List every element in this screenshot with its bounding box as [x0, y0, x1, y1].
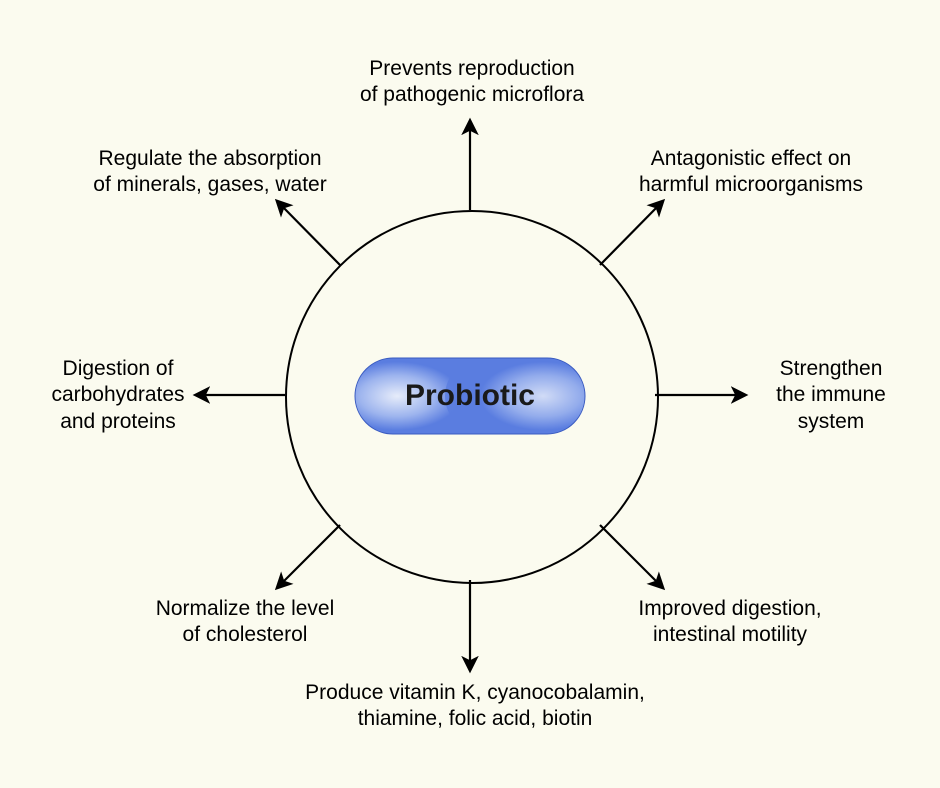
label-right: Strengthenthe immunesystem: [756, 356, 906, 435]
arrow-top-left: [278, 202, 340, 265]
label-left: Digestion ofcarbohydratesand proteins: [38, 356, 198, 435]
label-bottom-left: Normalize the levelof cholesterol: [130, 596, 360, 649]
probiotic-pill: Probiotic: [354, 357, 586, 435]
pill-label: Probiotic: [405, 379, 535, 413]
label-bottom-right: Improved digestion,intestinal motility: [610, 596, 850, 649]
diagram-container: Probiotic Prevents reproductionof pathog…: [0, 0, 940, 788]
arrow-bottom-right: [600, 525, 662, 587]
arrow-bottom-left: [278, 525, 340, 587]
arrow-top-right: [600, 202, 662, 265]
label-bottom: Produce vitamin K, cyanocobalamin,thiami…: [290, 680, 660, 733]
label-top-right: Antagonistic effect onharmful microorgan…: [626, 146, 876, 199]
label-top: Prevents reproductionof pathogenic micro…: [352, 56, 592, 109]
label-top-left: Regulate the absorptionof minerals, gase…: [80, 146, 340, 199]
